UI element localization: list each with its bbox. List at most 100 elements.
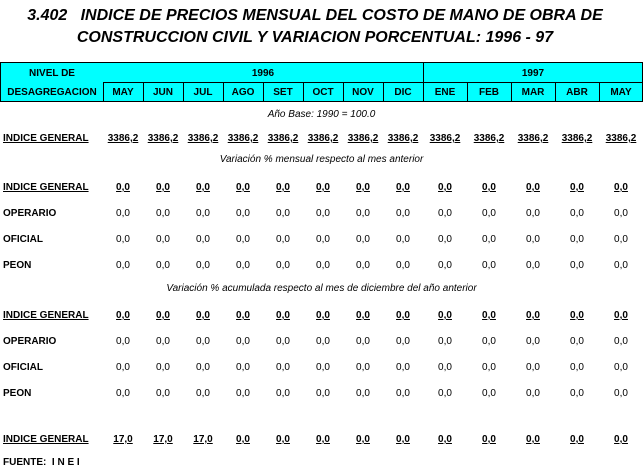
cell-value: 0,0 (614, 182, 628, 193)
cell-value: 0,0 (356, 260, 370, 271)
cell-value: 0,0 (236, 260, 250, 271)
cell-value: 0,0 (526, 260, 540, 271)
cell-value: 3386,2 (561, 133, 593, 144)
cell-value: 0,0 (276, 208, 290, 219)
cell-value: 0,0 (482, 388, 496, 399)
cell-value: 0,0 (236, 310, 250, 321)
cell-value: 0,0 (196, 336, 210, 347)
cell-value: 0,0 (156, 336, 170, 347)
cell-value: 17,0 (113, 434, 133, 445)
source: FUENTE: I N E I (3, 457, 80, 468)
month-label: MAY (112, 87, 134, 98)
month-label: DIC (394, 87, 412, 98)
cell-value: 0,0 (116, 234, 130, 245)
month-label: JUN (152, 87, 173, 98)
rule (599, 82, 600, 101)
cell-value: 0,0 (570, 208, 584, 219)
cell-value: 0,0 (356, 234, 370, 245)
cell-value: 0,0 (570, 234, 584, 245)
cell-value: 3386,2 (187, 133, 219, 144)
cell-value: 0,0 (316, 310, 330, 321)
cell-value: 0,0 (614, 260, 628, 271)
cell-value: 0,0 (482, 310, 496, 321)
cell-value: 0,0 (316, 388, 330, 399)
cell-value: 0,0 (526, 388, 540, 399)
cell-value: 0,0 (356, 434, 370, 445)
cell-value: 0,0 (438, 434, 452, 445)
cell-value: 0,0 (614, 388, 628, 399)
row-label: OFICIAL (3, 362, 43, 373)
section-note: Variación % mensual respecto al mes ante… (219, 154, 424, 165)
rule (143, 82, 144, 101)
cell-value: 0,0 (156, 388, 170, 399)
cell-value: 0,0 (116, 388, 130, 399)
cell-value: 0,0 (156, 362, 170, 373)
cell-value: 0,0 (196, 234, 210, 245)
row-label: PEON (3, 388, 32, 399)
cell-value: 0,0 (482, 208, 496, 219)
cell-value: 0,0 (356, 310, 370, 321)
cell-value: 0,0 (196, 362, 210, 373)
cell-value: 0,0 (356, 208, 370, 219)
cell-value: 17,0 (193, 434, 213, 445)
cell-value: 0,0 (526, 434, 540, 445)
rule (183, 82, 184, 101)
year-label: 1996 (251, 68, 275, 79)
cell-value: 0,0 (482, 234, 496, 245)
rule (263, 82, 264, 101)
cell-value: 3386,2 (307, 133, 339, 144)
cell-value: 0,0 (570, 434, 584, 445)
cell-value: 0,0 (236, 182, 250, 193)
cell-value: 0,0 (570, 388, 584, 399)
cell-value: 0,0 (396, 434, 410, 445)
cell-value: 0,0 (156, 208, 170, 219)
cell-value: 0,0 (482, 182, 496, 193)
cell-value: 0,0 (276, 182, 290, 193)
cell-value: 3386,2 (517, 133, 549, 144)
cell-value: 0,0 (236, 234, 250, 245)
cell-value: 0,0 (236, 434, 250, 445)
rule (511, 82, 512, 101)
month-label: AGO (231, 87, 255, 98)
cell-value: 0,0 (236, 336, 250, 347)
cell-value: 0,0 (570, 310, 584, 321)
cell-value: 0,0 (196, 388, 210, 399)
cell-value: 0,0 (116, 208, 130, 219)
month-label: FEB (479, 87, 499, 98)
rule (103, 82, 104, 101)
cell-value: 0,0 (396, 362, 410, 373)
cell-value: 0,0 (526, 208, 540, 219)
cell-value: 0,0 (396, 234, 410, 245)
row-label: OPERARIO (3, 336, 57, 347)
cell-value: 0,0 (116, 362, 130, 373)
cell-value: 0,0 (196, 310, 210, 321)
section-note: Año Base: 1990 = 100.0 (267, 109, 376, 120)
cell-value: 0,0 (438, 310, 452, 321)
rule (383, 82, 384, 101)
row-label: INDICE GENERAL (3, 310, 89, 321)
cell-value: 3386,2 (147, 133, 179, 144)
cell-value: 0,0 (316, 234, 330, 245)
title-line: 3.402 INDICE DE PRECIOS MENSUAL DEL COST… (27, 7, 603, 24)
cell-value: 0,0 (438, 182, 452, 193)
row-label: INDICE GENERAL (3, 133, 89, 144)
cell-value: 0,0 (276, 336, 290, 347)
row-label: OFICIAL (3, 234, 43, 245)
cell-value: 0,0 (116, 310, 130, 321)
cell-value: 0,0 (236, 208, 250, 219)
cell-value: 17,0 (153, 434, 173, 445)
cell-value: 0,0 (570, 260, 584, 271)
cell-value: 0,0 (526, 182, 540, 193)
rule (103, 82, 643, 83)
row-label: OPERARIO (3, 208, 57, 219)
cell-value: 0,0 (196, 182, 210, 193)
cell-value: 0,0 (482, 362, 496, 373)
cell-value: 0,0 (482, 260, 496, 271)
cell-value: 0,0 (614, 208, 628, 219)
cell-value: 0,0 (438, 234, 452, 245)
cell-value: 0,0 (526, 362, 540, 373)
cell-value: 0,0 (316, 182, 330, 193)
cell-value: 0,0 (156, 234, 170, 245)
cell-value: 0,0 (116, 336, 130, 347)
